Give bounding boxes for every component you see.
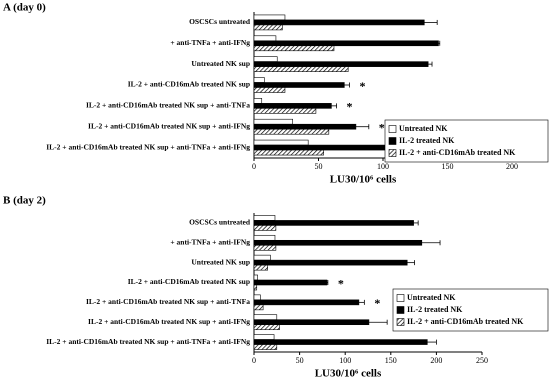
category-label: IL-2 + anti-CD16mAb treated NK sup + ant… — [86, 101, 250, 110]
legend-swatch — [388, 149, 397, 157]
bar — [253, 82, 345, 88]
legend-swatch — [388, 125, 397, 133]
x-tick-label: 0 — [252, 356, 256, 365]
bar — [253, 123, 357, 130]
bar — [253, 334, 275, 340]
x-axis-label: LU30/10⁶ cells — [315, 368, 382, 380]
legend-label: Untreated NK — [407, 293, 456, 302]
bar — [253, 319, 370, 326]
category-label: OSCSCs untreated — [189, 17, 251, 26]
bar — [253, 103, 332, 109]
bar — [253, 24, 283, 31]
bar — [253, 244, 277, 251]
bar — [253, 56, 278, 62]
category-label: OSCSCs untreated — [189, 218, 251, 227]
bar — [253, 77, 265, 83]
significance-star: * — [374, 296, 380, 310]
bar — [253, 19, 425, 26]
x-tick-label: 100 — [377, 162, 389, 171]
bar — [253, 234, 276, 241]
x-tick-label: 200 — [430, 356, 442, 365]
x-tick-label: 200 — [506, 162, 518, 171]
legend-box — [392, 288, 549, 332]
bar — [253, 264, 268, 271]
bar — [253, 314, 278, 321]
category-label: + anti-TNFa + anti-IFNg — [170, 38, 250, 47]
bar — [253, 108, 317, 114]
bar — [253, 225, 277, 231]
legend-swatch — [396, 318, 405, 326]
bar — [253, 254, 271, 261]
bar — [253, 98, 263, 104]
bar — [253, 239, 423, 246]
bar — [253, 304, 264, 311]
panel-title: B (day 2) — [3, 195, 46, 207]
bar — [253, 279, 328, 286]
x-tick-label: 50 — [315, 162, 323, 171]
category-label: IL-2 + anti-CD16mAb treated NK sup — [128, 277, 250, 286]
category-label: + anti-TNFa + anti-IFNg — [170, 238, 250, 247]
bar — [253, 324, 280, 331]
bar — [253, 139, 309, 146]
category-label: IL-2 + anti-CD16mAb treated NK sup + ant… — [46, 337, 250, 346]
bar — [253, 45, 335, 52]
legend-box — [384, 119, 549, 163]
bar — [253, 66, 349, 72]
bar — [253, 128, 330, 135]
bar — [253, 284, 258, 291]
category-label: IL-2 + anti-CD16mAb treated NK sup — [128, 80, 250, 89]
x-axis-label: LU30/10⁶ cells — [330, 174, 397, 186]
x-tick-label: 100 — [339, 356, 351, 365]
panel-title: A (day 0) — [3, 2, 46, 14]
legend-label: IL-2 + anti-CD16mAb treated NK — [399, 148, 516, 157]
category-label: Untreated NK sup — [191, 257, 250, 266]
bar — [253, 87, 286, 93]
bar — [253, 61, 429, 67]
bar — [253, 274, 258, 281]
legend-label: Untreated NK — [399, 124, 448, 133]
x-tick-label: 150 — [385, 356, 397, 365]
bar — [253, 149, 324, 156]
significance-star: * — [338, 276, 344, 290]
bar — [253, 299, 360, 306]
bar — [253, 220, 414, 226]
bar — [253, 259, 408, 266]
bar — [253, 215, 276, 221]
bar — [253, 40, 439, 47]
significance-star: * — [359, 79, 365, 93]
legend-label: IL-2 + anti-CD16mAb treated NK — [407, 317, 524, 326]
category-label: Untreated NK sup — [191, 59, 250, 68]
significance-star: * — [379, 120, 385, 134]
bar — [253, 35, 277, 42]
x-tick-label: 50 — [296, 356, 304, 365]
category-label: IL-2 + anti-CD16mAb treated NK sup + ant… — [88, 317, 250, 326]
x-tick-label: 0 — [252, 162, 256, 171]
bar — [253, 294, 261, 301]
x-tick-label: 150 — [442, 162, 454, 171]
bar — [253, 339, 428, 345]
bar — [253, 118, 294, 125]
significance-star: * — [347, 100, 353, 114]
bar — [253, 14, 286, 21]
category-label: IL-2 + anti-CD16mAb treated NK sup + ant… — [46, 142, 250, 151]
x-tick-label: 250 — [476, 356, 488, 365]
legend-label: IL-2 treated NK — [407, 305, 463, 314]
legend-swatch — [396, 294, 405, 302]
category-label: IL-2 + anti-CD16mAb treated NK sup + ant… — [88, 121, 250, 130]
legend-swatch — [396, 306, 405, 314]
bar — [253, 344, 278, 350]
legend-swatch — [388, 137, 397, 145]
legend-label: IL-2 treated NK — [399, 136, 455, 145]
category-label: IL-2 + anti-CD16mAb treated NK sup + ant… — [86, 297, 250, 306]
